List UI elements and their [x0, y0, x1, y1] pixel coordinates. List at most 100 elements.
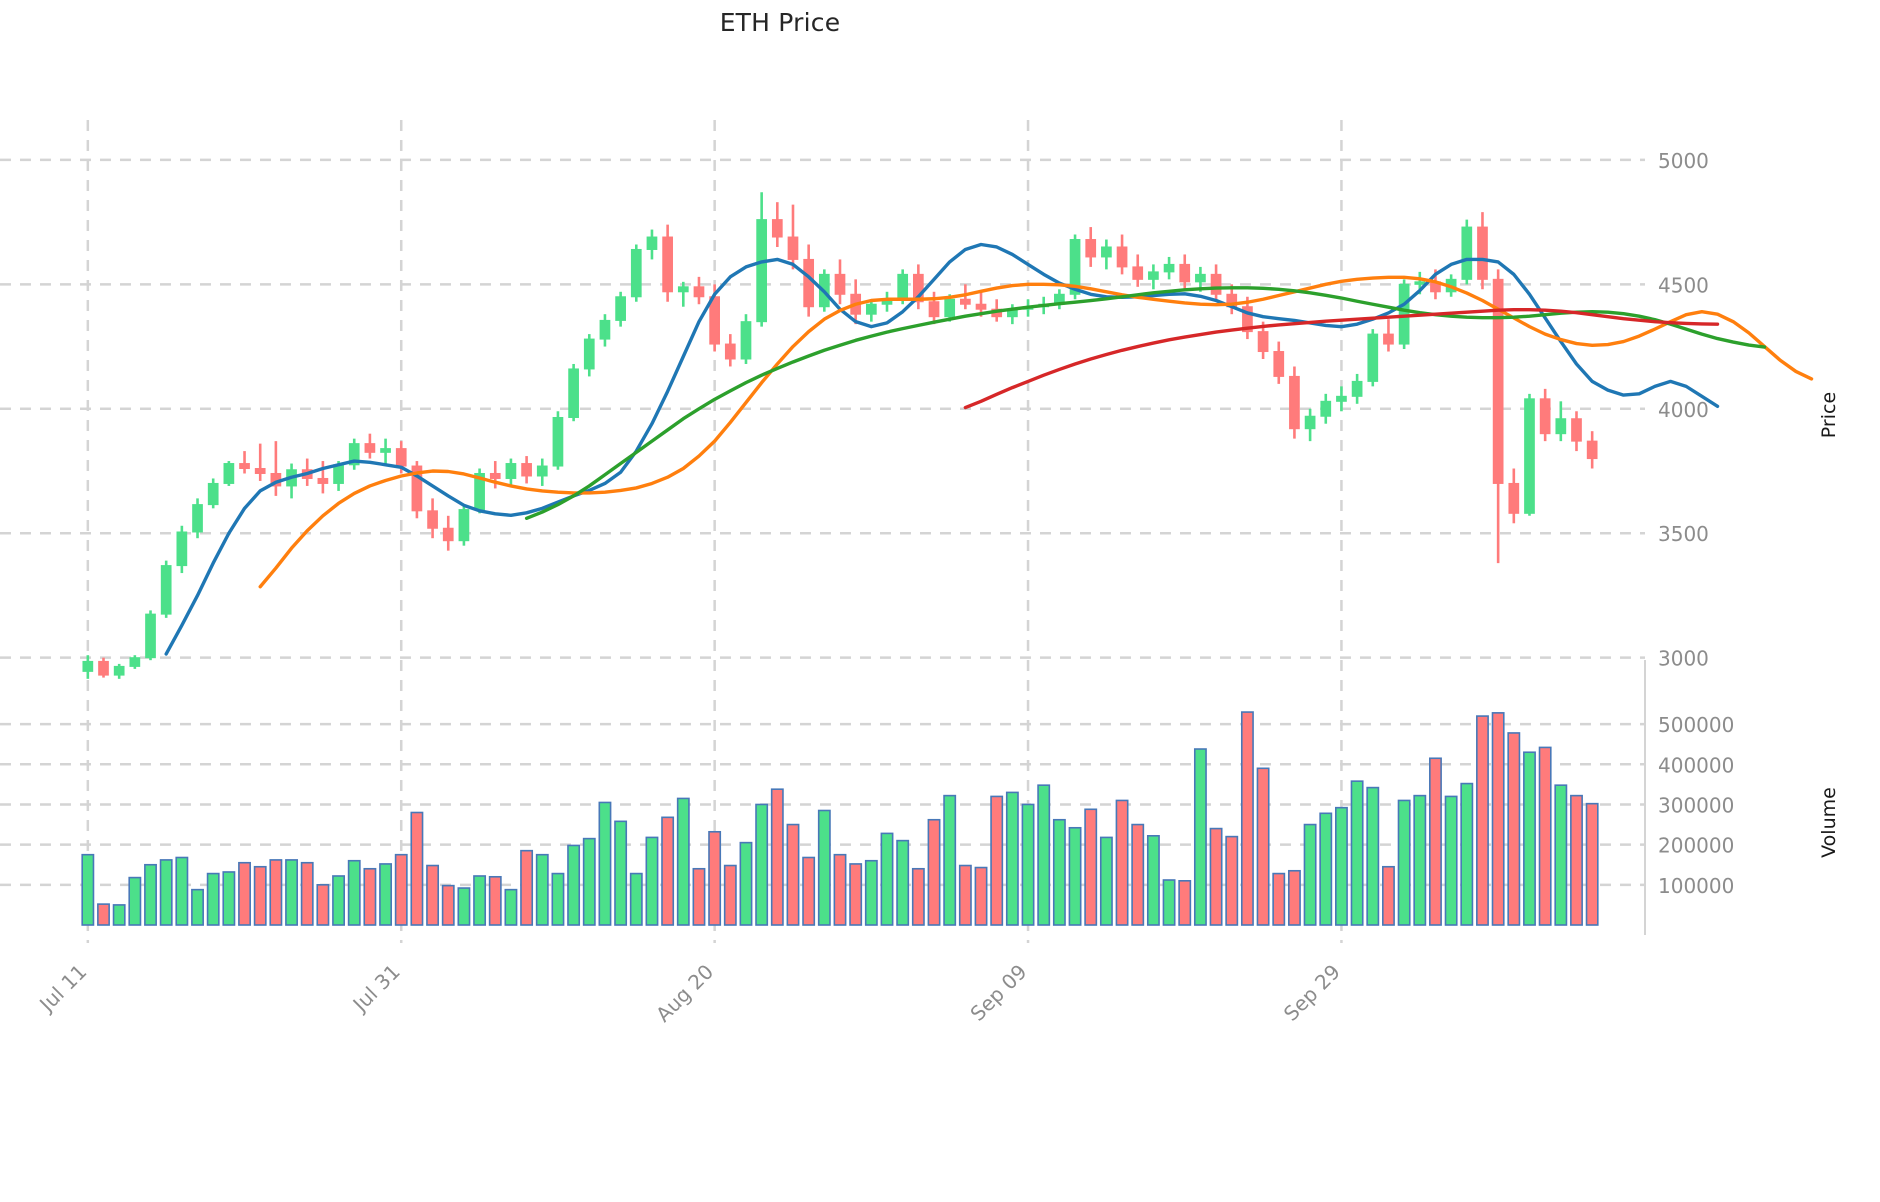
price-tick-label: 4500 — [1658, 273, 1709, 297]
candle-body — [646, 236, 658, 250]
volume-bar — [1084, 808, 1098, 926]
candle-body — [1555, 418, 1567, 435]
candle-body — [239, 463, 250, 470]
volume-bar — [1272, 872, 1286, 926]
volume-bar — [802, 856, 816, 926]
volume-bar — [614, 820, 628, 926]
volume-bar — [112, 904, 126, 926]
volume-bar — [1225, 835, 1239, 926]
candle-body — [709, 296, 720, 345]
candle-body — [1148, 271, 1159, 280]
volume-bar — [551, 872, 565, 926]
ma-line-ma_short — [164, 242, 1720, 656]
candle-body — [1508, 482, 1520, 514]
candle-body — [1163, 263, 1175, 273]
volume-tick-label: 100000 — [1658, 874, 1734, 898]
candle-body — [834, 273, 846, 295]
candle-body — [521, 463, 532, 477]
volume-bar — [1037, 784, 1051, 926]
volume-bar — [1193, 748, 1207, 926]
volume-bar — [1115, 799, 1129, 926]
volume-bar — [1570, 794, 1583, 926]
candle-body — [975, 303, 987, 310]
volume-bar — [1350, 780, 1364, 926]
volume-bar — [1256, 767, 1270, 926]
candle-body — [615, 296, 626, 321]
candle-body — [1242, 306, 1253, 333]
volume-bar — [206, 872, 220, 926]
volume-bar — [629, 872, 643, 926]
volume-bar — [990, 795, 1004, 926]
candle-body — [1132, 266, 1144, 280]
volume-bar — [1491, 712, 1505, 926]
candle-body — [1069, 239, 1081, 295]
moving-average-lines-layer — [164, 242, 1814, 656]
candle-body — [442, 527, 454, 542]
x-tick-label: Jul 11 — [33, 960, 91, 1018]
volume-bar — [692, 867, 706, 926]
price-tick-label: 5000 — [1658, 149, 1709, 173]
volume-bar — [488, 875, 502, 926]
price-tick-label: 3000 — [1658, 647, 1709, 671]
volume-bar — [1397, 799, 1411, 926]
candle-body — [317, 477, 329, 484]
candlestick-layer — [82, 192, 1598, 679]
candle-body — [693, 286, 705, 298]
volume-bar — [770, 788, 784, 926]
x-tick-label: Sep 09 — [965, 960, 1031, 1026]
volume-bar — [739, 841, 753, 926]
candle-body — [254, 468, 266, 474]
volume-bar — [191, 888, 204, 926]
candle-body — [160, 565, 172, 615]
volume-bar — [1476, 715, 1489, 926]
x-tick-label: Aug 20 — [651, 960, 718, 1027]
candle-body — [740, 321, 752, 360]
candle-body — [427, 510, 438, 529]
volume-bar — [1021, 803, 1035, 926]
volume-tick-label: 300000 — [1658, 793, 1734, 817]
volume-bar — [1460, 782, 1474, 926]
volume-bar — [786, 823, 800, 926]
volume-bar — [128, 876, 142, 926]
candle-body — [129, 657, 141, 667]
volume-bar — [1429, 757, 1442, 926]
volume-bar — [864, 859, 878, 926]
volume-bar — [159, 859, 173, 926]
candle-body — [803, 258, 815, 308]
volume-axis-title: Volume — [1818, 787, 1840, 858]
candle-body — [1320, 400, 1332, 417]
candle-body — [1257, 331, 1269, 353]
candle-body — [787, 236, 799, 260]
volume-bar — [1382, 865, 1395, 926]
candle-body — [1367, 333, 1379, 382]
candle-body — [568, 368, 579, 418]
volume-bar — [97, 903, 110, 926]
candle-body — [897, 273, 909, 300]
volume-bar — [958, 864, 972, 926]
candle-body — [192, 504, 203, 533]
candle-body — [505, 463, 517, 479]
volume-bar — [379, 863, 393, 926]
volume-bar — [1162, 879, 1176, 926]
volume-bar — [1240, 711, 1254, 926]
candle-body — [1101, 246, 1112, 258]
volume-bar — [1523, 751, 1536, 926]
volume-bar — [1303, 823, 1317, 926]
volume-bar — [300, 861, 314, 926]
volume-bar — [1554, 784, 1568, 926]
volume-bar — [943, 794, 957, 926]
candle-body — [1179, 263, 1191, 283]
candle-body — [1461, 226, 1473, 280]
volume-bar — [332, 875, 345, 926]
volume-bar — [1413, 794, 1427, 926]
candle-body — [1586, 440, 1598, 460]
volume-bar — [1444, 795, 1458, 926]
candle-body — [458, 509, 470, 542]
candle-body — [1414, 281, 1426, 285]
candle-body — [98, 660, 109, 676]
candle-body — [113, 665, 125, 676]
volume-bar — [347, 859, 361, 926]
candle-body — [1085, 239, 1097, 258]
price-tick-label: 3500 — [1658, 522, 1709, 546]
candle-body — [724, 343, 736, 360]
